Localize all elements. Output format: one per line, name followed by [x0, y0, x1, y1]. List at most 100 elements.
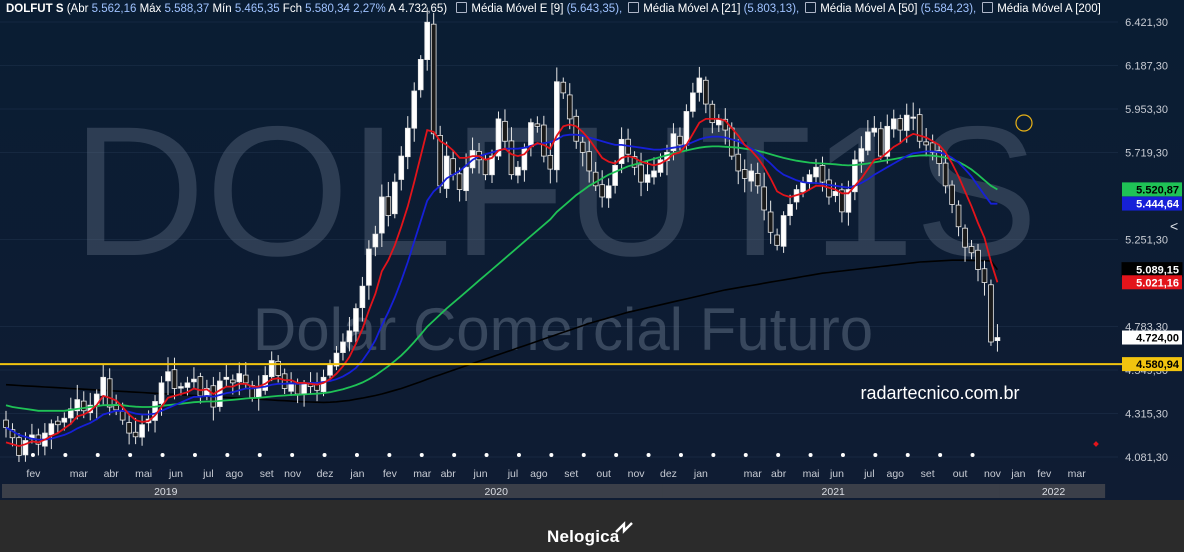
price-tag-label: 4.580,94	[1136, 359, 1180, 371]
price-axis[interactable]: 4.081,304.315,304.549,304.783,305.251,30…	[1125, 17, 1168, 464]
event-dot	[743, 453, 748, 457]
candle-body	[366, 248, 372, 286]
price-tag-label: 5.520,87	[1136, 184, 1179, 196]
ohlc-item: 2,27%	[353, 3, 386, 15]
candle-body	[579, 141, 586, 153]
candle-body	[754, 172, 761, 187]
candle-body	[359, 285, 366, 309]
event-dot	[678, 453, 683, 457]
candle-body	[677, 135, 683, 146]
month-label: mar	[70, 468, 89, 480]
candle-body	[657, 159, 664, 173]
candle-body	[3, 419, 9, 428]
month-label: set	[564, 468, 578, 480]
candle-body	[670, 133, 677, 152]
plot-background	[0, 0, 1184, 500]
month-label: ago	[226, 468, 244, 480]
month-label: jan	[693, 468, 708, 480]
time-axis[interactable]: fev mar abr mai jun jul ago set nov dez jan fev mar a…	[0, 462, 1122, 500]
candle-body	[197, 376, 204, 397]
candle-body	[482, 159, 489, 176]
candle-body	[631, 156, 638, 168]
candle-body	[897, 118, 904, 131]
ma200-series-line	[5, 259, 999, 404]
event-dot	[905, 453, 910, 457]
candle-body	[346, 330, 353, 343]
candle-body	[132, 431, 139, 438]
month-label: jan	[349, 468, 364, 480]
moving-averages	[5, 114, 1033, 448]
ohlc-item: Mín 5.465,35	[209, 3, 280, 15]
candle-body	[502, 120, 508, 142]
candle-body	[171, 369, 178, 389]
price-tag-box	[1122, 330, 1182, 345]
candle-body	[910, 116, 916, 119]
watermark-name: Dolar Comercial Futuro	[253, 296, 873, 363]
month-label: ago	[530, 468, 548, 480]
candle-body	[871, 127, 878, 133]
price-tag-label: 5.021,16	[1136, 277, 1179, 289]
indicator-toggle-box[interactable]	[982, 2, 994, 13]
month-label: jun	[829, 468, 844, 480]
candle-body	[119, 410, 126, 421]
ohlc-item: (Abr 5.562,16	[66, 3, 137, 15]
candle-body	[242, 374, 249, 384]
month-label: jul	[507, 468, 519, 480]
collapse-panel-icon[interactable]: <	[1170, 218, 1179, 234]
candle-body	[916, 114, 923, 142]
candle-body	[806, 174, 813, 184]
website-watermark: radartecnico.com.br	[860, 383, 1019, 403]
month-label: jul	[202, 468, 214, 480]
year-label: 2021	[822, 486, 846, 498]
footer-bar	[0, 500, 1184, 552]
price-labels: 5.520,87 5.444,64 5.089,155.021,16 4.724,00…	[1121, 182, 1183, 372]
price-tag-box	[1122, 357, 1182, 372]
event-markers	[30, 441, 1099, 457]
candle-body	[333, 352, 340, 367]
month-label: jan	[1010, 468, 1025, 480]
candle-body	[340, 341, 346, 353]
candle-body	[301, 383, 307, 395]
event-dot	[873, 453, 878, 457]
candle-body	[709, 103, 716, 124]
candle-body	[158, 382, 165, 404]
month-label: mai	[803, 468, 820, 480]
month-label: fev	[1037, 468, 1052, 480]
candle-body	[865, 131, 871, 151]
candlestick-chart[interactable]: DOLFUT1S Dolar Comercial Futuro radartec…	[0, 0, 1184, 500]
event-dot	[452, 453, 457, 457]
event-dot	[128, 453, 133, 457]
candle-body	[852, 159, 858, 193]
event-dot	[938, 453, 943, 457]
price-tick-label: 4.783,30	[1125, 322, 1168, 334]
candle-body	[489, 155, 495, 176]
year-band	[999, 484, 1106, 498]
candle-body	[748, 170, 754, 182]
chart-header: DOLFUT S (Abr 5.562,16 Máx 5.588,37 Mín …	[6, 1, 1101, 17]
candle-body	[178, 386, 184, 389]
year-label: 2022	[1042, 486, 1066, 498]
event-dot	[354, 453, 359, 457]
candle-body	[787, 204, 793, 216]
candle-body	[255, 388, 262, 398]
indicator-toggle-box[interactable]	[805, 2, 817, 13]
nelogica-logo-icon	[615, 521, 633, 534]
indicator-item: Média Móvel A [200]	[997, 3, 1101, 15]
indicator-toggle-box[interactable]	[456, 2, 468, 13]
indicator-toggle-box[interactable]	[628, 2, 640, 13]
candle-body	[450, 158, 456, 176]
candle-body	[683, 111, 690, 146]
candle-body	[845, 189, 852, 213]
price-tag-box	[1122, 182, 1182, 197]
symbol-name: DOLFUT S	[6, 3, 64, 15]
candle-body	[165, 371, 171, 382]
price-tag: 5.444,64	[1122, 196, 1182, 211]
candle-body	[949, 184, 955, 205]
event-dot	[192, 453, 197, 457]
event-dot	[322, 453, 327, 457]
candle-body	[890, 118, 897, 130]
candle-body	[586, 151, 592, 172]
candle-body	[955, 204, 962, 228]
month-label: out	[596, 468, 611, 480]
